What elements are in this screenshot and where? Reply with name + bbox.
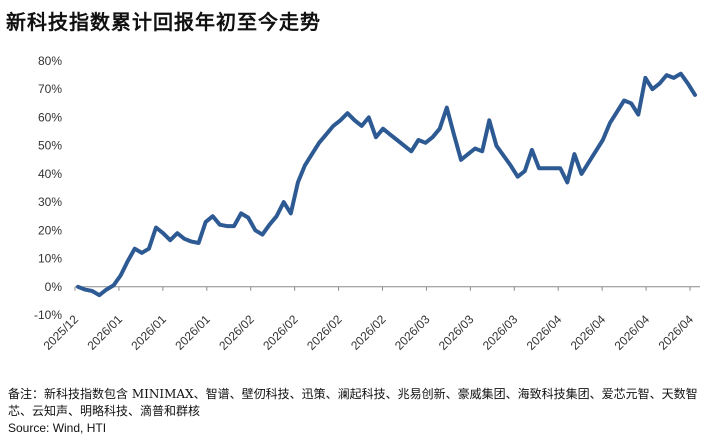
x-tick-label: 2026/04 [568, 312, 609, 353]
x-tick-label: 2026/04 [656, 312, 697, 353]
x-tick-label: 2026/02 [348, 312, 389, 353]
y-tick-label: 20% [38, 223, 62, 237]
x-tick-label: 2026/01 [172, 312, 213, 353]
y-tick-label: 10% [38, 252, 62, 266]
y-tick-label: 0% [45, 280, 63, 294]
x-tick-label: 2026/02 [216, 312, 257, 353]
y-tick-label: 50% [38, 139, 62, 153]
y-tick-label: -10% [34, 308, 62, 322]
x-tick-label: 2026/01 [128, 312, 169, 353]
x-tick-label: 2026/04 [612, 312, 653, 353]
chart-source: Source: Wind, HTI [8, 421, 107, 435]
x-tick-label: 2026/03 [436, 312, 477, 353]
y-tick-label: 80% [38, 54, 62, 68]
series-layer [76, 71, 697, 298]
x-tick-label: 2026/03 [480, 312, 521, 353]
series-line [76, 71, 697, 298]
x-tick-label: 2026/02 [304, 312, 345, 353]
line-chart: -10% 0% 10% 20% 30% 40% 50% 60% 70% 80% 2025/12 20… [34, 54, 700, 353]
chart-note: 备注：新科技指数包含 MINIMAX、智谱、壁仞科技、迅策、澜起科技、兆易创新、… [8, 387, 698, 418]
x-tick-label: 2026/03 [392, 312, 433, 353]
x-tick-label: 2026/01 [84, 312, 125, 353]
y-tick-label: 40% [38, 167, 62, 181]
x-tick-label: 2026/02 [260, 312, 301, 353]
x-axis: 2025/12 2026/01 2026/01 2026/01 2026/02 2026/… [41, 286, 700, 353]
y-axis: -10% 0% 10% 20% 30% 40% 50% 60% 70% 80% [34, 54, 62, 322]
x-tick-label: 2026/04 [524, 312, 565, 353]
chart-title: 新科技指数累计回报年初至今走势 [6, 10, 321, 34]
y-tick-label: 70% [38, 82, 62, 96]
y-tick-label: 30% [38, 195, 62, 209]
y-tick-label: 60% [38, 110, 62, 124]
